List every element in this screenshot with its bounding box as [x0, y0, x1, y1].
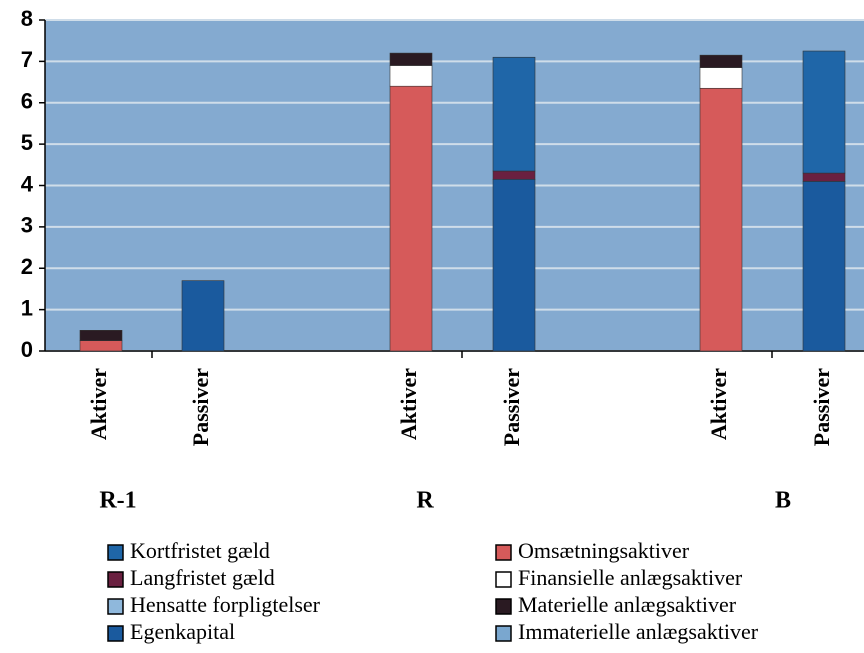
legend-label: Egenkapital	[130, 619, 235, 644]
legend-swatch	[107, 544, 124, 561]
legend-label: Immaterielle anlægsaktiver	[518, 619, 759, 644]
x-tick-label: Aktiver	[396, 368, 421, 440]
legend-label: Finansielle anlægsaktiver	[518, 565, 743, 590]
legend-swatch	[107, 598, 124, 615]
legend-swatch	[495, 571, 512, 588]
legend-label: Omsætningsaktiver	[518, 538, 690, 563]
bar-segment	[699, 54, 743, 68]
bar-segment	[699, 87, 743, 352]
group-label: R	[416, 488, 434, 514]
y-tick-label: 7	[21, 47, 33, 72]
bar-segment	[699, 67, 743, 89]
x-tick-label: Aktiver	[86, 368, 111, 440]
bar-segment	[181, 280, 225, 352]
legend-swatch	[107, 571, 124, 588]
bar-segment	[79, 340, 123, 352]
group-label: R-1	[99, 488, 136, 514]
y-tick-label: 5	[21, 130, 33, 155]
legend-swatch	[495, 598, 512, 615]
x-tick-label: Passiver	[188, 368, 213, 446]
legend-label: Materielle anlægsaktiver	[518, 592, 737, 617]
y-tick-label: 2	[21, 254, 33, 279]
y-tick-label: 3	[21, 213, 33, 238]
group-label: B	[775, 488, 791, 514]
bar-segment	[389, 65, 433, 87]
bar-segment	[492, 170, 536, 180]
y-tick-label: 1	[21, 295, 33, 320]
x-tick-label: Passiver	[809, 368, 834, 446]
bar-segment	[802, 172, 846, 182]
legend-label: Langfristet gæld	[130, 565, 275, 590]
y-tick-label: 4	[21, 171, 34, 196]
bar-segment	[802, 50, 846, 174]
y-tick-label: 8	[21, 6, 33, 31]
bar-segment	[802, 181, 846, 352]
legend-label: Kortfristet gæld	[130, 538, 270, 563]
bar-segment	[79, 330, 123, 341]
bar-segment	[389, 85, 433, 352]
legend-swatch	[107, 625, 124, 642]
bar-segment	[492, 178, 536, 352]
legend-swatch	[495, 544, 512, 561]
legend-swatch	[495, 625, 512, 642]
legend-label: Hensatte forpligtelser	[130, 592, 321, 617]
bar-segment	[492, 56, 536, 172]
x-tick-label: Aktiver	[706, 368, 731, 440]
bar-segment	[389, 52, 433, 66]
y-tick-label: 0	[21, 337, 33, 362]
y-tick-label: 6	[21, 89, 33, 114]
x-tick-label: Passiver	[499, 368, 524, 446]
